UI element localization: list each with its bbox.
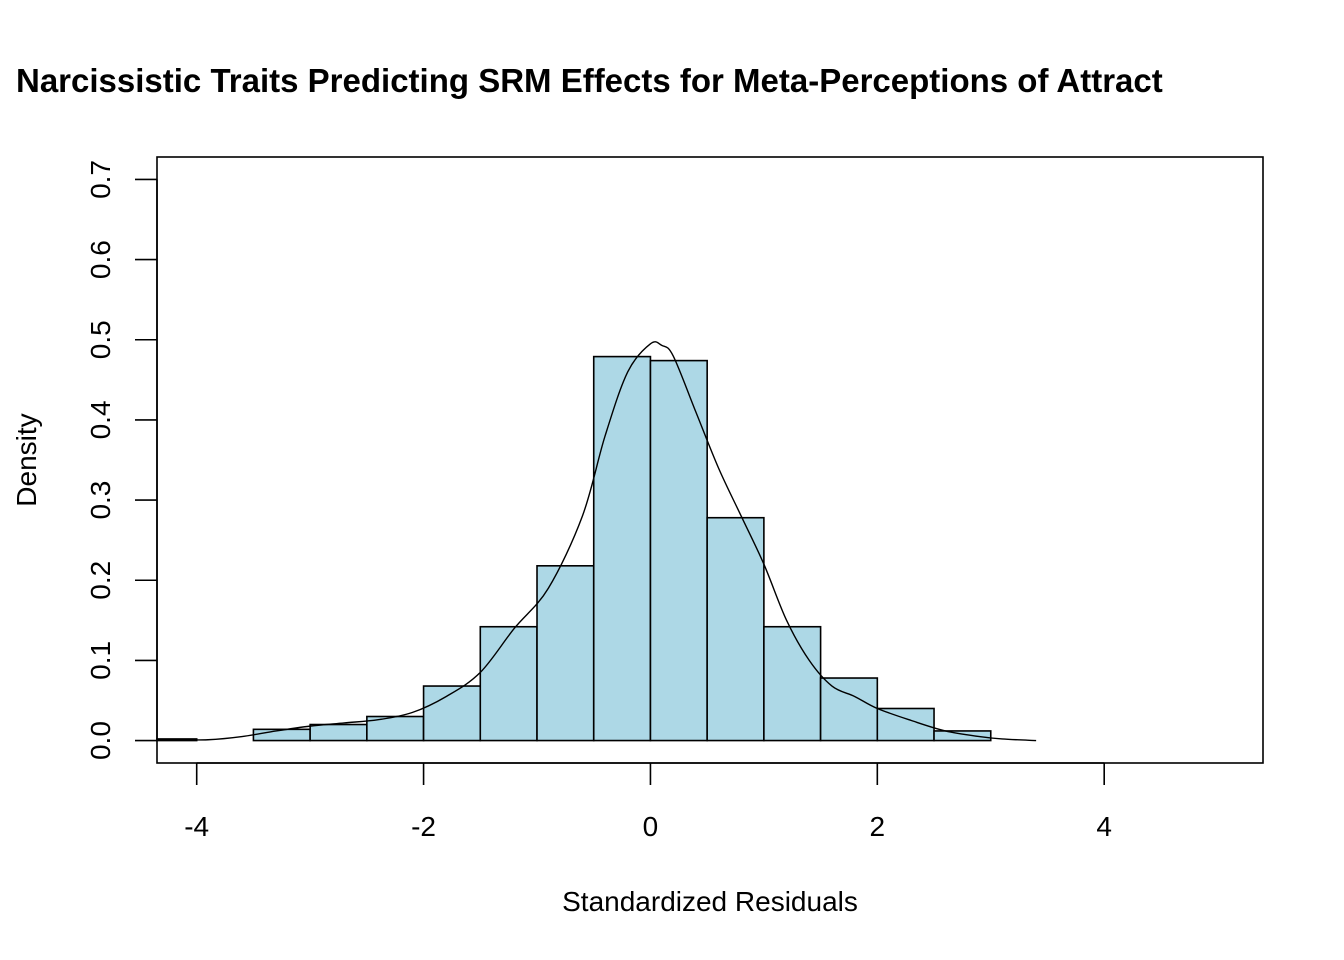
y-tick-label-1: 0.1: [85, 641, 116, 680]
y-axis: 0.0 0.1 0.2 0.3 0.4 0.5 0.6 0.7: [85, 160, 158, 760]
x-tick-label-2: 0: [643, 811, 659, 842]
histogram-bar-13: [876, 707, 935, 742]
y-tick-label-4: 0.4: [85, 400, 116, 439]
x-axis-label: Standardized Residuals: [562, 886, 858, 917]
y-tick-label-5: 0.5: [85, 320, 116, 359]
histogram-bar-3: [309, 723, 368, 742]
histogram-bar-5: [422, 685, 482, 742]
histogram-bar-12: [819, 677, 879, 742]
histogram-bar-14: [933, 730, 992, 742]
histogram-bar-2: [252, 728, 311, 742]
histogram-bars: [156, 355, 992, 742]
density-curve: [157, 341, 1037, 742]
histogram-bar-11: [763, 625, 822, 742]
x-tick-label-1: -2: [411, 811, 436, 842]
histogram-bar-10: [706, 516, 765, 742]
histogram-bar-6: [479, 625, 538, 742]
histogram-bar-7: [536, 565, 595, 742]
histogram-bar-8: [592, 355, 652, 742]
x-tick-label-3: 2: [870, 811, 886, 842]
y-tick-label-6: 0.6: [85, 240, 116, 279]
x-axis: -4 -2 0 2 4: [184, 762, 1112, 842]
y-axis-label: Density: [11, 413, 42, 506]
y-tick-label-3: 0.3: [85, 481, 116, 520]
chart-title: Narcissistic Traits Predicting SRM Effec…: [16, 62, 1163, 99]
y-tick-label-7: 0.7: [85, 160, 116, 199]
x-tick-label-0: -4: [184, 811, 209, 842]
y-tick-label-0: 0.0: [85, 721, 116, 760]
x-tick-label-4: 4: [1096, 811, 1112, 842]
y-tick-label-2: 0.2: [85, 561, 116, 600]
